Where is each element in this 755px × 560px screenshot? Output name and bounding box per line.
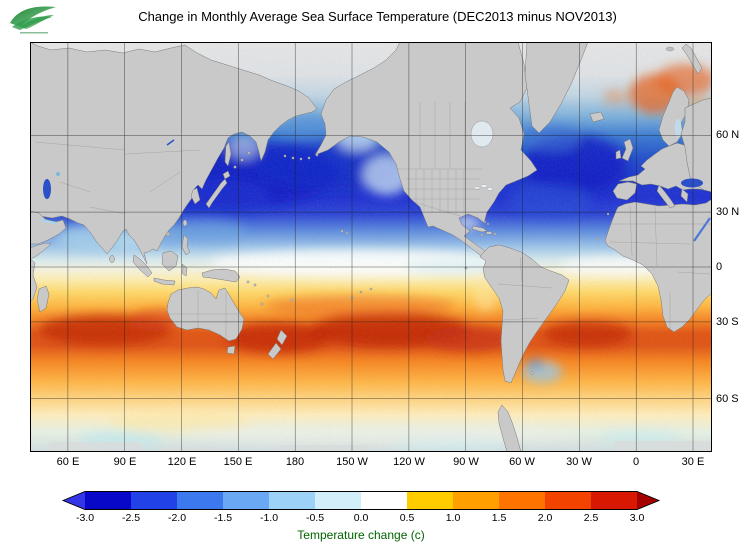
lon-label: 180 [285,456,305,468]
red-sea [693,217,711,242]
lon-label: 120 E [167,456,197,468]
colorbar-tick: -1.5 [213,512,233,524]
land-greenland [524,42,589,134]
land-arabia [30,210,67,245]
land-taiwan [182,219,188,227]
land-madagascar [36,285,50,313]
black-sea [681,178,703,188]
land-cuba [471,225,488,233]
lat-label: 30 S [716,316,739,328]
map-border [30,42,712,452]
figure-title: Change in Monthly Average Sea Surface Te… [138,9,617,24]
land-ireland [615,149,622,160]
land-novaya-zemlya [681,43,703,75]
colorbar-segment [361,491,407,510]
land-antarctic-peninsula [497,404,522,452]
lon-label: 0 [632,456,640,468]
land-greece [680,188,689,203]
lat-label: 60 N [716,129,740,141]
lon-label: 120 W [393,456,425,468]
lon-label: 30 W [566,456,592,468]
hudson-bay [470,120,494,148]
lon-label: 150 E [223,456,253,468]
lat-label: 0 [716,261,723,273]
land-hispaniola [485,231,493,235]
land-iceland [589,111,605,123]
colorbar-tick: 2.0 [537,512,553,524]
land-scandinavia [658,86,690,147]
land-korea [190,187,201,205]
colorbar-segment [315,491,361,510]
land-tasmania [226,345,236,355]
colorbar-tick: -2.5 [121,512,141,524]
aral-sea [56,172,60,176]
land-sakhalin [224,141,232,167]
land-new-guinea [201,268,241,283]
antarctic-ice-patches [48,441,712,452]
colorbar-right-arrow [637,491,659,510]
colorbar-tick: 3.0 [629,512,645,524]
lon-label: 30 E [681,456,705,468]
lake-baikal [166,139,175,146]
colorbar-tick: 1.5 [491,512,507,524]
land-sri-lanka [109,255,115,263]
colorbar-segment [545,491,591,510]
baltic-sea [674,119,682,137]
inland-waters [40,119,711,242]
lat-label: 30 N [716,206,740,218]
land-hokkaido [222,170,231,180]
lon-label: 150 W [336,456,368,468]
colorbar-segment [591,491,637,510]
colorbar-segment [131,491,177,510]
caspian-sea [43,179,51,199]
lon-label: 90 E [113,456,137,468]
land-italy [656,184,676,209]
colorbar-left-arrow [63,491,85,510]
colorbar-outline [61,491,661,510]
land-java [153,277,176,286]
green-wave-logo [10,6,56,34]
colorbar-caption: Temperature change (c) [297,528,425,542]
colorbar-segment [499,491,545,510]
colorbar-tick: -2.0 [167,512,187,524]
colorbar-segment [177,491,223,510]
great-lakes [480,184,488,188]
land-borneo [161,250,179,272]
small-islands [165,46,675,375]
colorbar-tick: -0.5 [305,512,325,524]
colorbar-tick: 1.0 [445,512,461,524]
land-new-zealand-south [267,342,282,360]
colorbar-tick: -1.0 [259,512,279,524]
land-britain [621,138,634,162]
logo-wave-shape [10,6,56,34]
great-lakes [473,186,481,190]
land-philippines [181,234,191,256]
land-east-africa-edge [30,258,38,303]
country-borders [34,102,712,339]
colorbar-segment [453,491,499,510]
lon-label: 90 W [453,456,479,468]
lon-label: 60 W [509,456,535,468]
land-japan [205,178,228,209]
colorbar-segment [85,491,131,510]
lon-label: 60 E [56,456,80,468]
great-lakes [487,187,493,191]
colorbar-segment [269,491,315,510]
colorbar-tick: 0.0 [353,512,369,524]
colorbar-segment [407,491,453,510]
land-sumatra [132,254,153,278]
colorbar-tick: 0.5 [399,512,415,524]
colorbar-tick: -3.0 [75,512,95,524]
colorbar [61,491,661,510]
lat-label: 60 S [716,393,739,405]
logo-fine-print [20,32,48,34]
colorbar-tick: 2.5 [583,512,599,524]
persian-gulf [40,218,57,225]
graticule [30,42,712,452]
land-layer [30,42,712,452]
colorbar-segment [223,491,269,510]
land-new-zealand-north [276,329,288,346]
world-map [30,42,712,452]
